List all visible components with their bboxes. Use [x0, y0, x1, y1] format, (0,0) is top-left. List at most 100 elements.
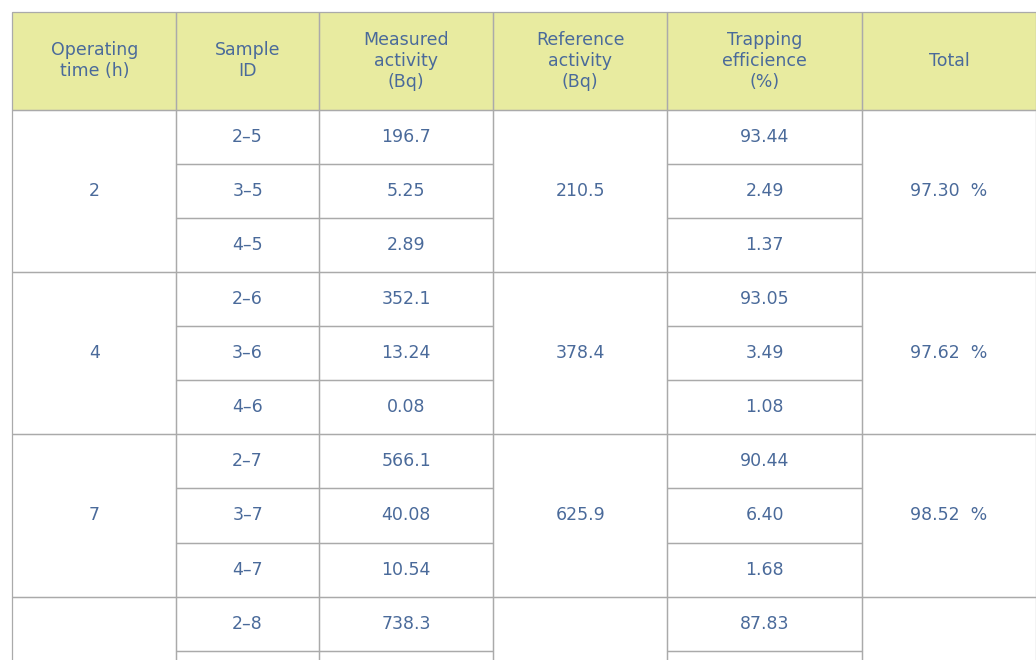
Bar: [176, 543, 319, 597]
Bar: [12, 597, 176, 660]
Text: 2.89: 2.89: [386, 236, 426, 254]
Bar: [176, 110, 319, 164]
Bar: [12, 434, 176, 597]
Bar: [176, 272, 319, 326]
Text: 40.08: 40.08: [381, 506, 431, 525]
Bar: [12, 597, 176, 660]
Bar: [667, 164, 862, 218]
Text: 98.52  %: 98.52 %: [911, 506, 987, 525]
Bar: [12, 272, 176, 434]
Bar: [176, 326, 319, 380]
Text: 196.7: 196.7: [381, 127, 431, 146]
Bar: [12, 110, 176, 272]
Bar: [319, 272, 493, 326]
Text: 2–5: 2–5: [232, 127, 263, 146]
Bar: [667, 543, 862, 597]
Text: 6.40: 6.40: [745, 506, 784, 525]
Text: 3–6: 3–6: [232, 344, 263, 362]
Bar: [176, 543, 319, 597]
Bar: [319, 380, 493, 434]
Text: Trapping
efficience
(%): Trapping efficience (%): [722, 31, 807, 90]
Bar: [176, 12, 319, 110]
Bar: [493, 12, 667, 110]
Text: 97.62  %: 97.62 %: [911, 344, 987, 362]
Text: 4–5: 4–5: [232, 236, 263, 254]
Bar: [319, 488, 493, 543]
Text: 97.30  %: 97.30 %: [911, 182, 987, 200]
Bar: [176, 164, 319, 218]
Bar: [493, 597, 667, 660]
Bar: [862, 597, 1036, 660]
Bar: [862, 272, 1036, 434]
Bar: [176, 326, 319, 380]
Bar: [493, 434, 667, 597]
Bar: [176, 434, 319, 488]
Bar: [176, 488, 319, 543]
Bar: [493, 272, 667, 434]
Bar: [319, 651, 493, 660]
Bar: [176, 488, 319, 543]
Bar: [493, 110, 667, 272]
Text: 3–7: 3–7: [232, 506, 263, 525]
Bar: [493, 434, 667, 597]
Bar: [319, 326, 493, 380]
Text: 2.49: 2.49: [745, 182, 784, 200]
Text: 4: 4: [89, 344, 99, 362]
Bar: [319, 326, 493, 380]
Text: 738.3: 738.3: [381, 614, 431, 633]
Bar: [176, 12, 319, 110]
Bar: [493, 272, 667, 434]
Bar: [176, 597, 319, 651]
Bar: [862, 12, 1036, 110]
Text: 2–7: 2–7: [232, 452, 263, 471]
Bar: [667, 110, 862, 164]
Bar: [667, 597, 862, 651]
Bar: [176, 651, 319, 660]
Bar: [667, 326, 862, 380]
Bar: [319, 380, 493, 434]
Bar: [319, 164, 493, 218]
Text: Measured
activity
(Bq): Measured activity (Bq): [364, 31, 449, 90]
Text: 378.4: 378.4: [555, 344, 605, 362]
Bar: [319, 12, 493, 110]
Bar: [667, 218, 862, 272]
Bar: [862, 434, 1036, 597]
Text: 87.83: 87.83: [740, 614, 789, 633]
Bar: [12, 12, 176, 110]
Text: 4–7: 4–7: [232, 560, 263, 579]
Bar: [667, 380, 862, 434]
Text: 2–8: 2–8: [232, 614, 263, 633]
Bar: [667, 12, 862, 110]
Text: 3.49: 3.49: [745, 344, 784, 362]
Bar: [319, 434, 493, 488]
Bar: [319, 218, 493, 272]
Bar: [176, 434, 319, 488]
Text: 93.44: 93.44: [740, 127, 789, 146]
Bar: [319, 597, 493, 651]
Text: 210.5: 210.5: [555, 182, 605, 200]
Bar: [176, 218, 319, 272]
Bar: [493, 597, 667, 660]
Text: 1.37: 1.37: [745, 236, 784, 254]
Bar: [319, 434, 493, 488]
Bar: [319, 597, 493, 651]
Text: 10.54: 10.54: [381, 560, 431, 579]
Text: 1.68: 1.68: [745, 560, 784, 579]
Text: Sample
ID: Sample ID: [214, 42, 281, 80]
Text: Reference
activity
(Bq): Reference activity (Bq): [536, 31, 625, 90]
Bar: [667, 272, 862, 326]
Bar: [319, 488, 493, 543]
Text: 13.24: 13.24: [381, 344, 431, 362]
Text: 0.08: 0.08: [386, 398, 426, 416]
Bar: [12, 12, 176, 110]
Text: 2: 2: [89, 182, 99, 200]
Bar: [862, 597, 1036, 660]
Bar: [862, 272, 1036, 434]
Bar: [319, 12, 493, 110]
Bar: [176, 272, 319, 326]
Bar: [862, 434, 1036, 597]
Bar: [319, 218, 493, 272]
Bar: [862, 110, 1036, 272]
Bar: [12, 434, 176, 597]
Bar: [667, 164, 862, 218]
